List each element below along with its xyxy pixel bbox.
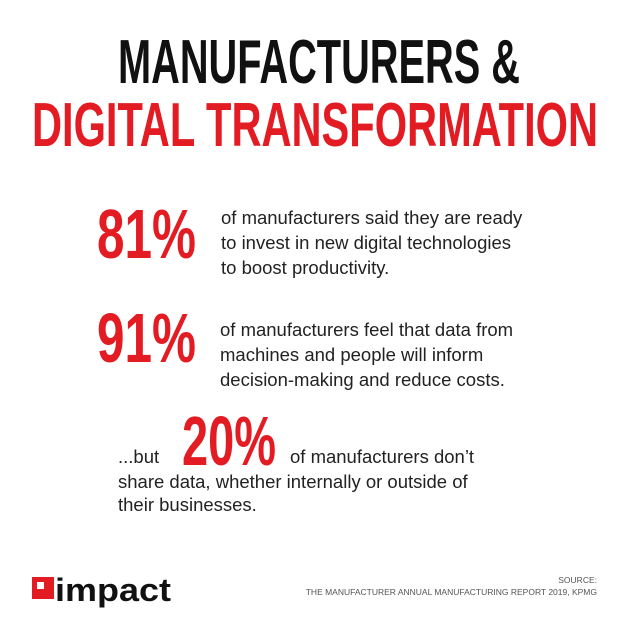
stat-text: of manufacturers don’t — [290, 446, 474, 467]
source-label: SOURCE: — [558, 575, 597, 585]
stat-text: their businesses. — [118, 494, 257, 515]
logo: impact — [32, 572, 171, 608]
source-text: THE MANUFACTURER ANNUAL MANUFACTURING RE… — [306, 587, 597, 597]
stat-text: of manufacturers feel that data from — [220, 319, 513, 340]
title-line: MANUFACTURERS & — [118, 28, 520, 97]
logo-text: impact — [55, 572, 171, 608]
stat-text: to invest in new digital technologies — [221, 232, 511, 253]
stat-text: share data, whether internally or outsid… — [118, 471, 469, 492]
stat-text: machines and people will inform — [220, 344, 483, 365]
stat-text: to boost productivity. — [221, 257, 389, 278]
stat-value: 81% — [97, 195, 196, 273]
logo-icon-cutout — [37, 582, 44, 589]
stat-prefix: ...but — [118, 446, 159, 467]
stat-text: of manufacturers said they are ready — [221, 207, 523, 228]
stat-value: 91% — [97, 299, 196, 377]
stat-text: decision-making and reduce costs. — [220, 369, 505, 390]
stat-value: 20% — [182, 402, 276, 480]
title-line: DIGITAL TRANSFORMATION — [32, 91, 598, 160]
